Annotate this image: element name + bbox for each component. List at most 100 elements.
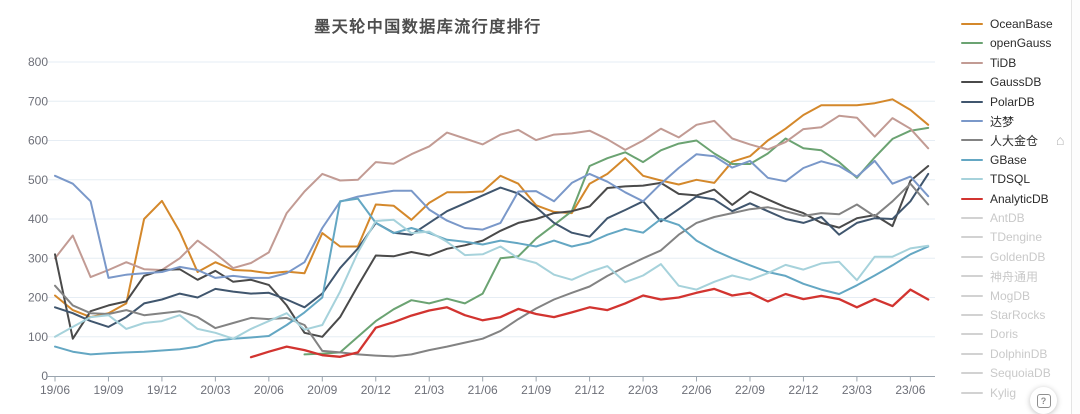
x-axis-label: 19/06 bbox=[40, 383, 70, 397]
legend-item-Doris[interactable]: Doris bbox=[961, 327, 1018, 341]
x-axis-label: 22/03 bbox=[628, 383, 658, 397]
legend-item-MogDB[interactable]: MogDB bbox=[961, 289, 1030, 303]
legend-swatch bbox=[961, 197, 983, 200]
legend-item-神舟通用[interactable]: 神舟通用 bbox=[961, 269, 1039, 284]
legend-item-openGauss[interactable]: openGauss bbox=[961, 36, 1051, 50]
y-axis-label: 100 bbox=[28, 330, 48, 344]
x-axis-label: 20/03 bbox=[200, 383, 230, 397]
legend-item-TDSQL[interactable]: TDSQL bbox=[961, 172, 1030, 186]
legend-item-PolarDB[interactable]: PolarDB bbox=[961, 95, 1035, 109]
series-line-openGauss[interactable] bbox=[303, 126, 930, 356]
legend-label: AntDB bbox=[990, 211, 1025, 225]
legend-swatch bbox=[961, 61, 983, 64]
legend-item-GoldenDB[interactable]: GoldenDB bbox=[961, 250, 1045, 264]
series-line-GBase[interactable] bbox=[54, 197, 930, 356]
legend-label: GoldenDB bbox=[990, 249, 1046, 264]
legend-swatch bbox=[961, 255, 983, 258]
legend-label: 达梦 bbox=[990, 114, 1015, 129]
legend-item-Kylig[interactable]: Kylig bbox=[961, 386, 1016, 400]
legend-label: DolphinDB bbox=[990, 346, 1048, 361]
x-axis-label: 21/12 bbox=[575, 383, 605, 397]
legend-label: 人大金仓 bbox=[990, 133, 1039, 148]
legend-label: openGauss bbox=[990, 36, 1052, 51]
legend-item-TDengine[interactable]: TDengine bbox=[961, 230, 1042, 244]
y-axis-label: 0 bbox=[41, 369, 48, 383]
x-axis-label: 23/03 bbox=[842, 383, 872, 397]
legend-item-人大金仓[interactable]: 人大金仓 bbox=[961, 133, 1039, 148]
legend-swatch bbox=[961, 372, 983, 375]
x-axis-label: 22/12 bbox=[788, 383, 818, 397]
page-edge-divider bbox=[1071, 0, 1072, 414]
legend-label: Doris bbox=[990, 327, 1019, 342]
y-axis-label: 300 bbox=[28, 251, 48, 265]
legend-item-StarRocks[interactable]: StarRocks bbox=[961, 308, 1045, 322]
legend-label: MogDB bbox=[990, 288, 1031, 303]
legend-label: GBase bbox=[990, 152, 1027, 167]
legend-label: TDengine bbox=[990, 230, 1043, 245]
y-axis-label: 500 bbox=[28, 173, 48, 187]
x-axis-label: 21/09 bbox=[521, 383, 551, 397]
legend-swatch bbox=[961, 81, 983, 84]
legend-label: OceanBase bbox=[990, 17, 1053, 31]
chart-title: 墨天轮中国数据库流行度排行 bbox=[314, 19, 542, 36]
legend-swatch bbox=[961, 100, 983, 103]
x-axis-label: 19/09 bbox=[93, 383, 123, 397]
legend-swatch bbox=[961, 294, 983, 297]
legend-item-AntDB[interactable]: AntDB bbox=[961, 211, 1025, 225]
legend-swatch bbox=[961, 120, 983, 122]
x-axis-label: 21/06 bbox=[468, 383, 498, 397]
series-line-OceanBase[interactable] bbox=[54, 98, 930, 319]
legend-swatch bbox=[961, 42, 983, 45]
x-axis-label: 22/09 bbox=[735, 383, 765, 397]
legend-item-OceanBase[interactable]: OceanBase bbox=[961, 17, 1053, 31]
legend-label: TiDB bbox=[990, 55, 1017, 70]
legend-swatch bbox=[961, 217, 983, 219]
legend-swatch bbox=[961, 314, 983, 316]
legend-swatch bbox=[961, 352, 983, 355]
x-axis-label: 22/06 bbox=[682, 383, 712, 397]
legend-swatch bbox=[961, 391, 983, 394]
legend-label: StarRocks bbox=[990, 308, 1046, 322]
chart-legend: OceanBase openGauss TiDB GaussDB PolarDB 达梦人大… bbox=[961, 0, 1071, 414]
legend-label: PolarDB bbox=[990, 94, 1035, 109]
legend-item-TiDB[interactable]: TiDB bbox=[961, 56, 1016, 70]
legend-swatch bbox=[961, 333, 983, 336]
x-axis-label: 23/06 bbox=[895, 383, 925, 397]
y-axis-label: 700 bbox=[28, 94, 48, 108]
series-line-人大金仓[interactable] bbox=[54, 182, 930, 358]
legend-item-达梦[interactable]: 达梦 bbox=[961, 114, 1015, 129]
help-button[interactable]: ? bbox=[1030, 387, 1057, 414]
series-line-TiDB[interactable] bbox=[54, 114, 930, 279]
legend-label: TDSQL bbox=[990, 172, 1031, 187]
legend-label: Kylig bbox=[990, 385, 1017, 400]
legend-swatch bbox=[961, 23, 983, 25]
y-axis-label: 600 bbox=[28, 134, 48, 148]
y-axis-label: 400 bbox=[28, 212, 48, 226]
series-line-PolarDB[interactable] bbox=[54, 172, 930, 328]
series-line-GaussDB[interactable] bbox=[54, 165, 930, 340]
legend-item-SequoiaDB[interactable]: SequoiaDB bbox=[961, 366, 1051, 380]
legend-item-GBase[interactable]: GBase bbox=[961, 153, 1027, 167]
legend-label: 神舟通用 bbox=[990, 269, 1039, 284]
legend-label: SequoiaDB bbox=[990, 366, 1051, 381]
x-axis-label: 20/12 bbox=[361, 383, 391, 397]
scrollbar-track[interactable] bbox=[1072, 0, 1080, 414]
series-line-AnalyticDB[interactable] bbox=[249, 287, 930, 359]
legend-swatch bbox=[961, 275, 983, 278]
x-axis-label: 19/12 bbox=[147, 383, 177, 397]
legend-swatch bbox=[961, 139, 983, 142]
legend-item-AnalyticDB[interactable]: AnalyticDB bbox=[961, 192, 1049, 206]
x-axis-label: 20/09 bbox=[307, 383, 337, 397]
question-mark-icon: ? bbox=[1036, 393, 1051, 408]
legend-item-DolphinDB[interactable]: DolphinDB bbox=[961, 347, 1047, 361]
home-icon[interactable]: ⌂ bbox=[1056, 132, 1065, 148]
legend-swatch bbox=[961, 236, 983, 239]
legend-label: AnalyticDB bbox=[990, 191, 1049, 206]
series-line-达梦[interactable] bbox=[54, 153, 930, 279]
y-axis-label: 200 bbox=[28, 291, 48, 305]
legend-swatch bbox=[961, 158, 983, 161]
legend-item-GaussDB[interactable]: GaussDB bbox=[961, 75, 1041, 89]
series-line-TDSQL[interactable] bbox=[54, 218, 930, 340]
